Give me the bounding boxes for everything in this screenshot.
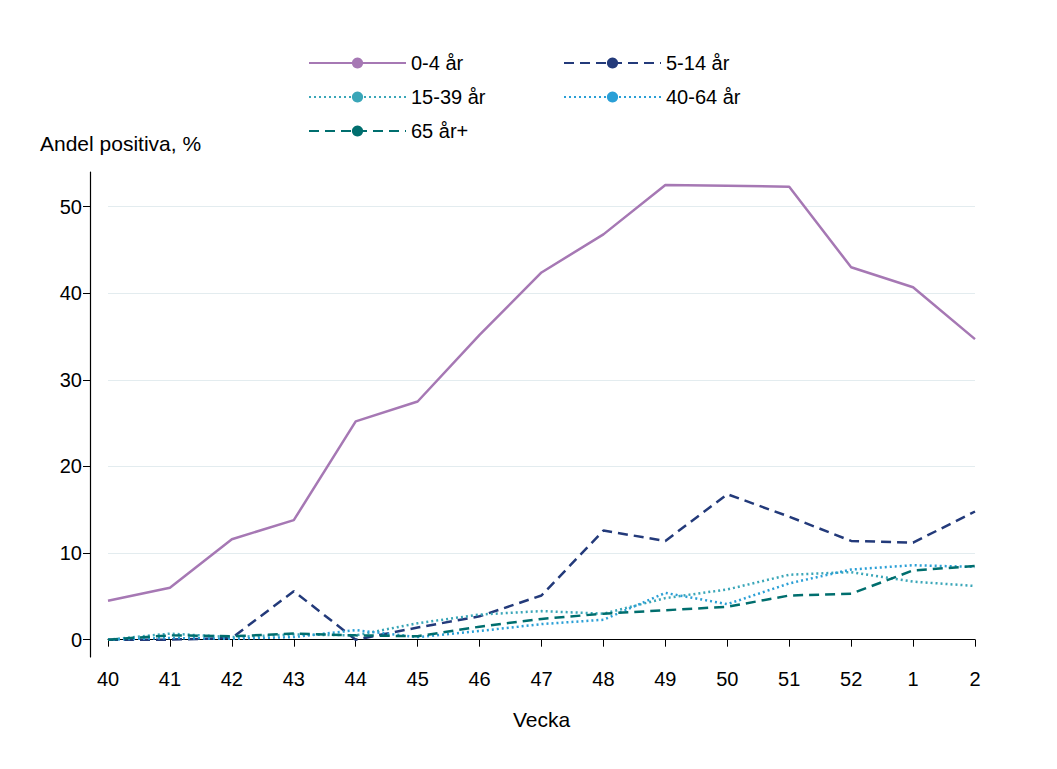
svg-text:47: 47: [530, 668, 552, 690]
svg-text:10: 10: [60, 542, 82, 564]
svg-text:0: 0: [71, 629, 82, 651]
svg-text:50: 50: [60, 196, 82, 218]
svg-text:46: 46: [468, 668, 490, 690]
svg-text:52: 52: [840, 668, 862, 690]
svg-text:48: 48: [592, 668, 614, 690]
svg-text:51: 51: [778, 668, 800, 690]
svg-text:50: 50: [716, 668, 738, 690]
svg-text:40-64 år: 40-64 år: [666, 86, 741, 108]
svg-text:43: 43: [283, 668, 305, 690]
svg-text:44: 44: [345, 668, 367, 690]
svg-text:5-14 år: 5-14 år: [666, 52, 730, 74]
svg-text:40: 40: [97, 668, 119, 690]
svg-text:0-4 år: 0-4 år: [411, 52, 464, 74]
svg-text:45: 45: [407, 668, 429, 690]
svg-text:2: 2: [969, 668, 980, 690]
svg-text:20: 20: [60, 455, 82, 477]
svg-text:41: 41: [159, 668, 181, 690]
svg-text:40: 40: [60, 282, 82, 304]
svg-text:Andel positiva, %: Andel positiva, %: [40, 132, 201, 155]
svg-text:42: 42: [221, 668, 243, 690]
svg-text:65 år+: 65 år+: [411, 120, 468, 142]
svg-text:15-39 år: 15-39 år: [411, 86, 486, 108]
svg-text:Vecka: Vecka: [513, 708, 571, 731]
svg-text:30: 30: [60, 369, 82, 391]
svg-text:49: 49: [654, 668, 676, 690]
svg-text:1: 1: [908, 668, 919, 690]
